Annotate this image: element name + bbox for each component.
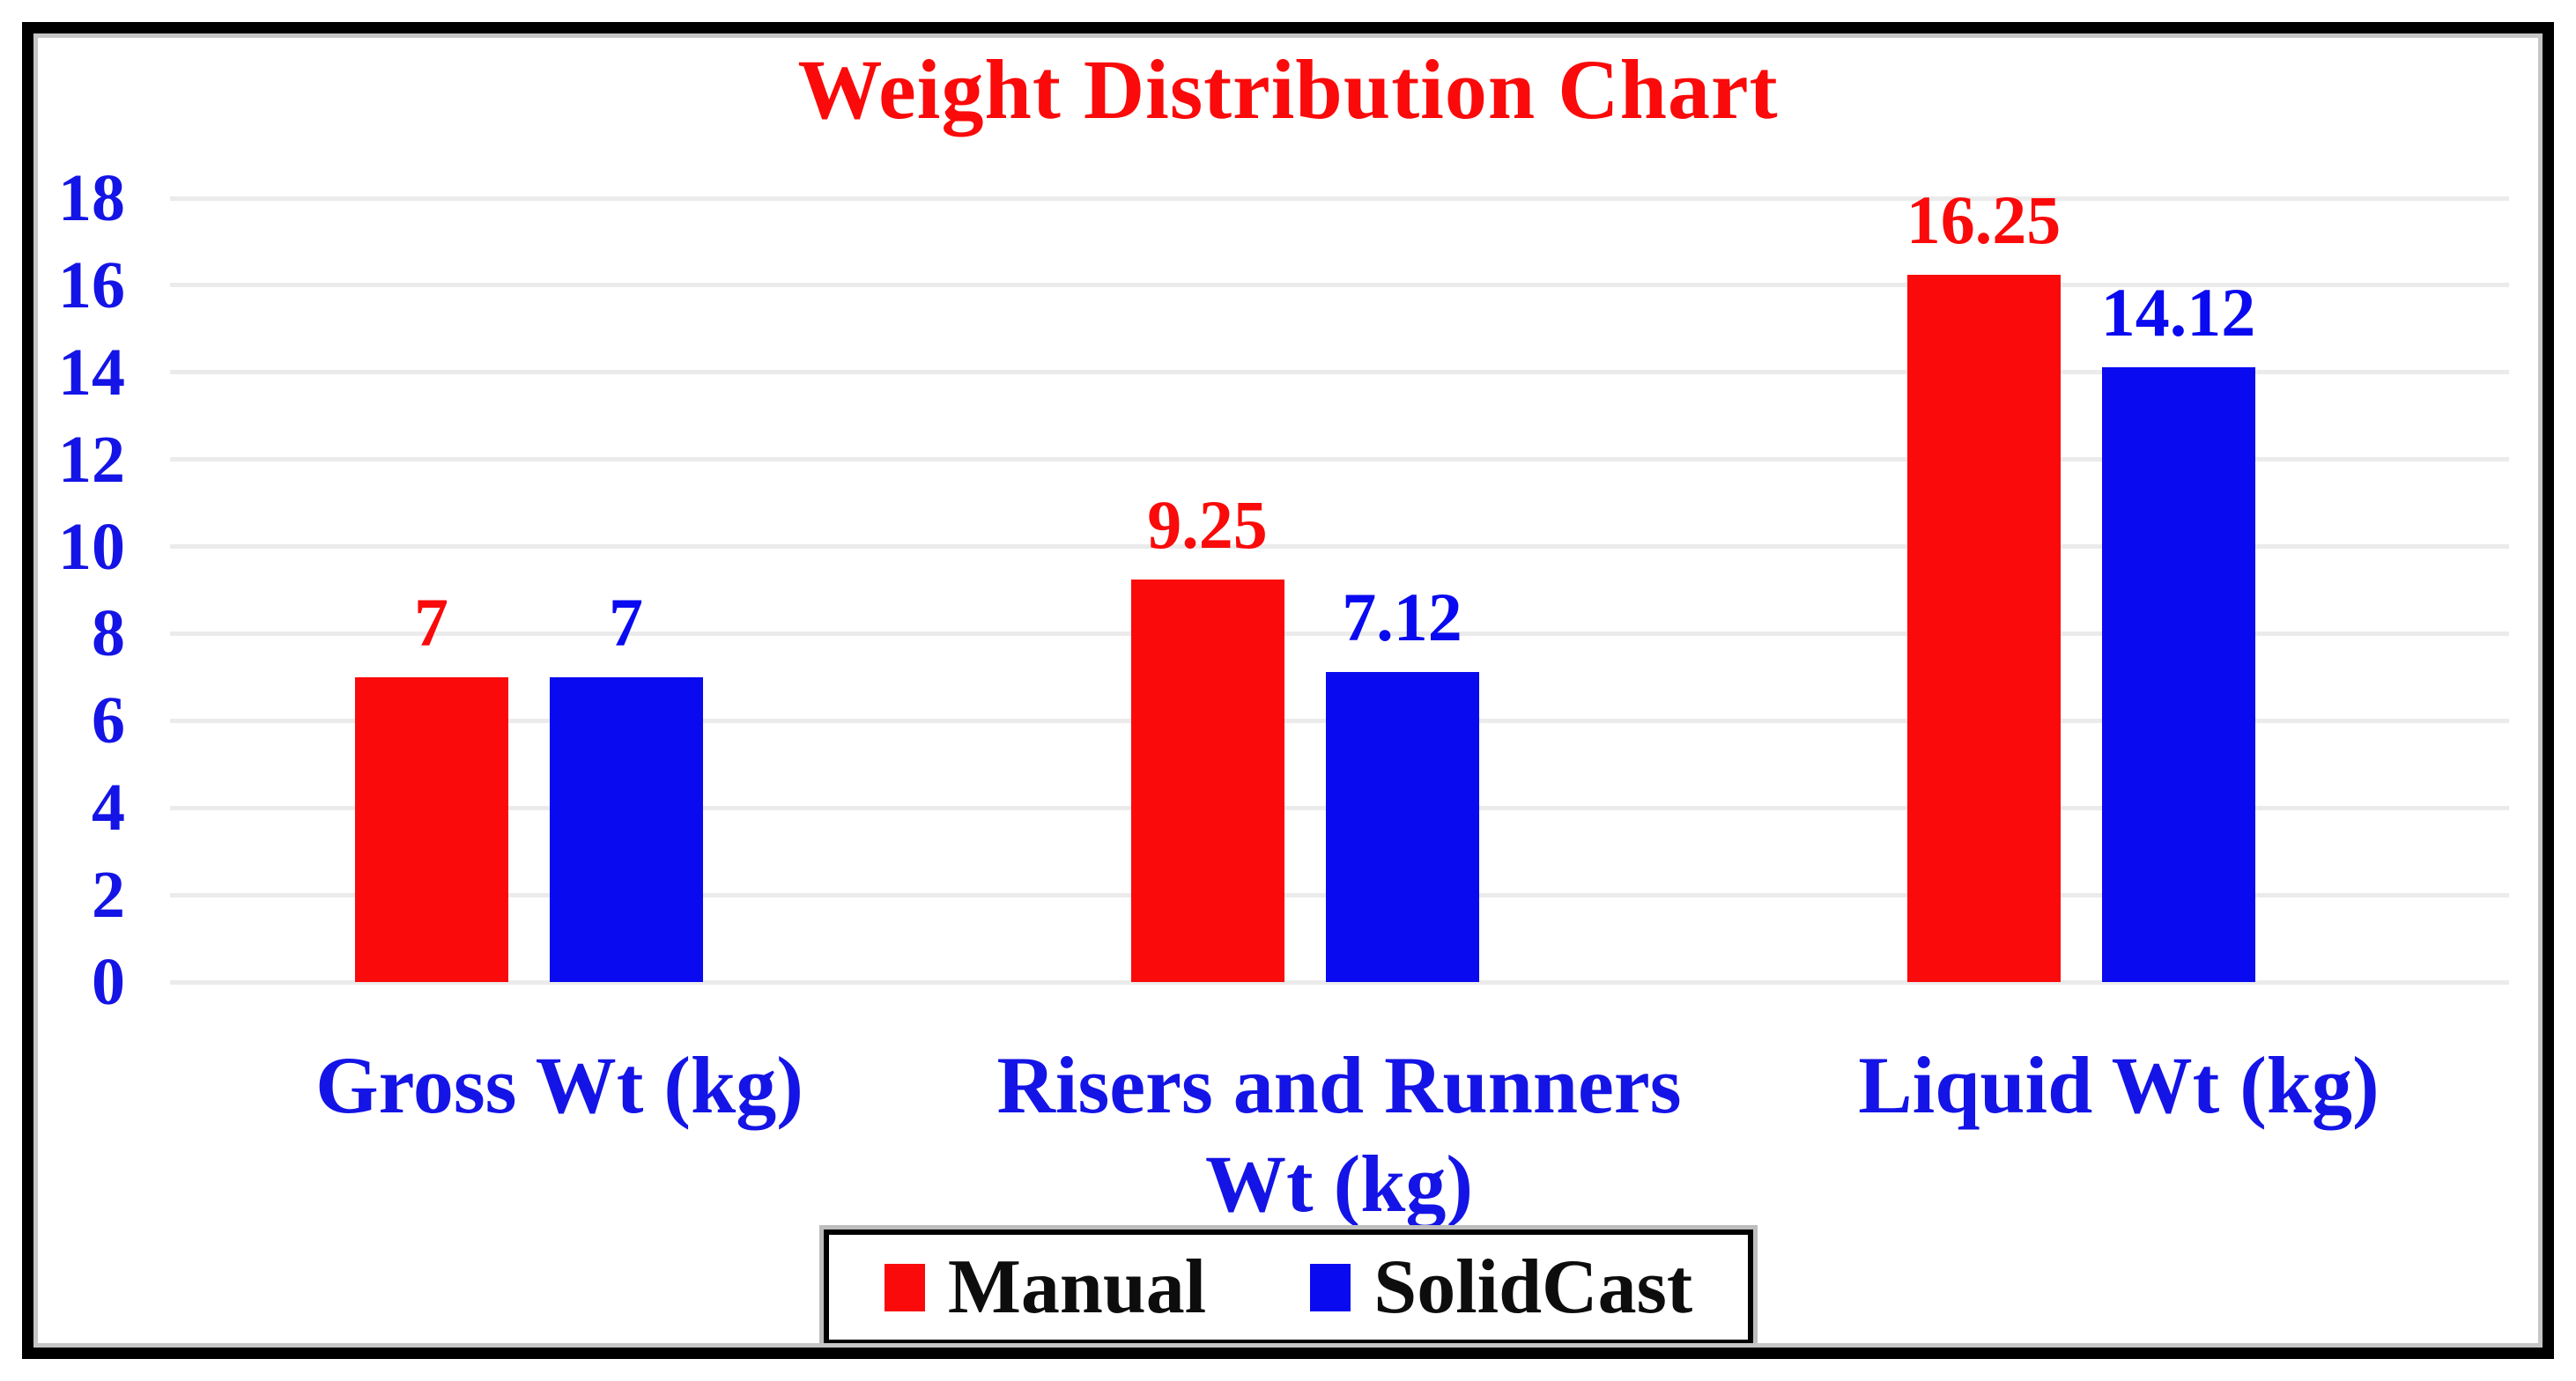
gridline-y-16 bbox=[170, 283, 2509, 288]
gridline-y-14 bbox=[170, 370, 2509, 375]
legend-label-manual: Manual bbox=[947, 1244, 1207, 1330]
y-tick-label-0: 0 bbox=[92, 945, 125, 1019]
y-tick-label-10: 10 bbox=[58, 509, 125, 584]
y-tick-label-8: 8 bbox=[92, 596, 125, 671]
chart-title: Weight Distribution Chart bbox=[797, 42, 1779, 137]
x-axis-label-liquid-wt-kg: Liquid Wt (kg) bbox=[1858, 1040, 2380, 1130]
gridline-y-0 bbox=[170, 979, 2509, 985]
y-tick-label-12: 12 bbox=[58, 422, 125, 497]
bar-value-label-solidcast-risers-and-runners-wt-kg: 7.12 bbox=[1342, 578, 1462, 655]
y-tick-label-2: 2 bbox=[92, 858, 125, 933]
legend-swatch-icon-manual bbox=[884, 1263, 925, 1311]
legend-swatch-icon-solidcast bbox=[1310, 1263, 1351, 1311]
bar-value-label-solidcast-liquid-wt-kg: 14.12 bbox=[2100, 273, 2256, 351]
bar-manual-gross-wt-kg bbox=[354, 676, 508, 982]
bar-manual-liquid-wt-kg bbox=[1906, 274, 2061, 982]
y-tick-label-4: 4 bbox=[92, 771, 125, 846]
legend-item-manual: Manual bbox=[884, 1244, 1207, 1330]
bar-value-label-manual-liquid-wt-kg: 16.25 bbox=[1906, 181, 2062, 258]
x-axis-label-gross-wt-kg: Gross Wt (kg) bbox=[315, 1040, 803, 1130]
bar-solidcast-gross-wt-kg bbox=[549, 676, 703, 982]
y-tick-label-18: 18 bbox=[58, 161, 125, 235]
legend-label-solidcast: SolidCast bbox=[1373, 1244, 1693, 1330]
gridline-y-10 bbox=[170, 544, 2509, 550]
gridline-y-18 bbox=[170, 196, 2509, 201]
legend-item-solidcast: SolidCast bbox=[1310, 1244, 1693, 1330]
gridline-y-12 bbox=[170, 457, 2509, 462]
y-tick-label-14: 14 bbox=[58, 335, 125, 410]
y-tick-label-16: 16 bbox=[58, 247, 125, 322]
bar-manual-risers-and-runners-wt-kg bbox=[1130, 579, 1284, 982]
bar-value-label-solidcast-gross-wt-kg: 7 bbox=[609, 583, 643, 661]
y-tick-label-6: 6 bbox=[92, 683, 125, 758]
bar-value-label-manual-gross-wt-kg: 7 bbox=[414, 583, 448, 661]
bar-solidcast-liquid-wt-kg bbox=[2101, 366, 2255, 982]
legend: Manual SolidCast bbox=[824, 1230, 1753, 1345]
x-axis-label-risers-and-runners-wt-kg: Risers and Runners Wt (kg) bbox=[996, 1040, 1682, 1229]
bar-value-label-manual-risers-and-runners-wt-kg: 9.25 bbox=[1147, 485, 1268, 563]
gridline-y-8 bbox=[170, 631, 2509, 636]
bar-solidcast-risers-and-runners-wt-kg bbox=[1325, 671, 1479, 982]
